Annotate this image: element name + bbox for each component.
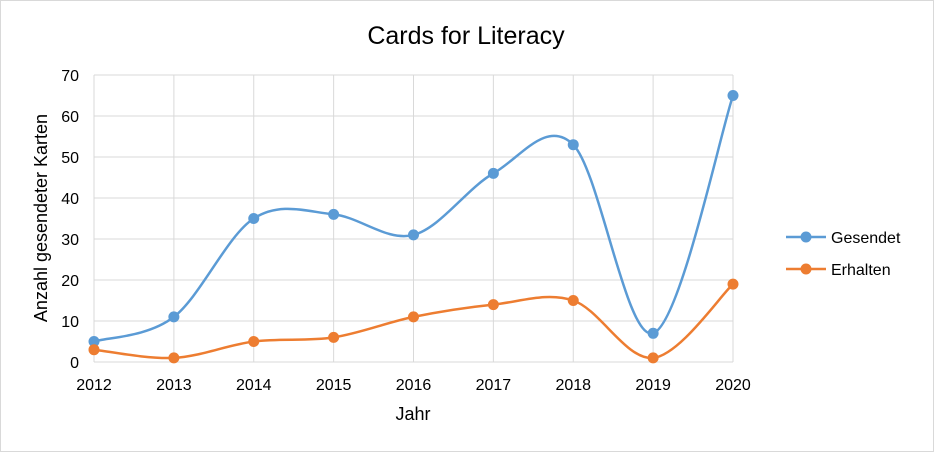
data-point-gesendet: [88, 336, 100, 347]
y-axis-title: Anzahl gesendeter Karten: [31, 114, 51, 322]
x-tick-label: 2016: [396, 377, 432, 394]
y-tick-label: 0: [70, 355, 79, 372]
data-point-gesendet: [487, 167, 499, 179]
data-point-erhalten: [567, 295, 579, 306]
data-point-erhalten: [487, 299, 499, 311]
x-tick-label: 2014: [236, 377, 272, 394]
y-tick-label: 20: [61, 273, 79, 290]
x-tick-label: 2019: [635, 377, 671, 394]
y-tick-labels: 0 10 20 30 40 50 60 70: [61, 68, 79, 372]
data-point-gesendet: [248, 213, 260, 224]
y-tick-label: 30: [61, 232, 79, 249]
y-tick-label: 60: [61, 109, 79, 126]
x-tick-label: 2012: [76, 377, 112, 394]
y-tick-label: 50: [61, 150, 79, 167]
y-tick-label: 10: [61, 314, 79, 331]
x-tick-label: 2015: [316, 377, 352, 394]
x-axis-title: Jahr: [395, 404, 430, 424]
data-point-erhalten: [408, 311, 419, 323]
data-point-erhalten: [248, 336, 260, 347]
data-point-erhalten: [647, 352, 659, 364]
data-point-gesendet: [727, 90, 739, 101]
series-points: [88, 90, 739, 364]
data-point-gesendet: [168, 311, 180, 323]
data-point-gesendet: [647, 327, 659, 339]
y-tick-label: 70: [61, 68, 79, 85]
data-point-erhalten: [727, 278, 739, 290]
data-point-gesendet: [408, 229, 419, 241]
legend-label: Erhalten: [831, 262, 891, 279]
gridlines: [93, 74, 734, 363]
x-tick-label: 2020: [715, 377, 751, 394]
legend: Gesendet Erhalten: [786, 230, 901, 279]
x-tick-label: 2018: [555, 377, 591, 394]
x-tick-label: 2017: [476, 377, 512, 394]
legend-marker: [800, 263, 812, 275]
data-point-erhalten: [168, 352, 180, 364]
legend-label: Gesendet: [831, 230, 901, 247]
data-point-erhalten: [328, 331, 340, 343]
legend-marker: [800, 231, 812, 243]
data-point-gesendet: [567, 139, 579, 151]
y-tick-label: 40: [61, 191, 79, 208]
data-point-gesendet: [328, 208, 340, 220]
chart-title: Cards for Literacy: [367, 22, 565, 50]
x-tick-labels: 2012 2013 2014 2015 2016 2017 2018 2019 2020: [76, 377, 751, 394]
data-point-erhalten: [88, 344, 100, 356]
x-tick-label: 2013: [156, 377, 192, 394]
